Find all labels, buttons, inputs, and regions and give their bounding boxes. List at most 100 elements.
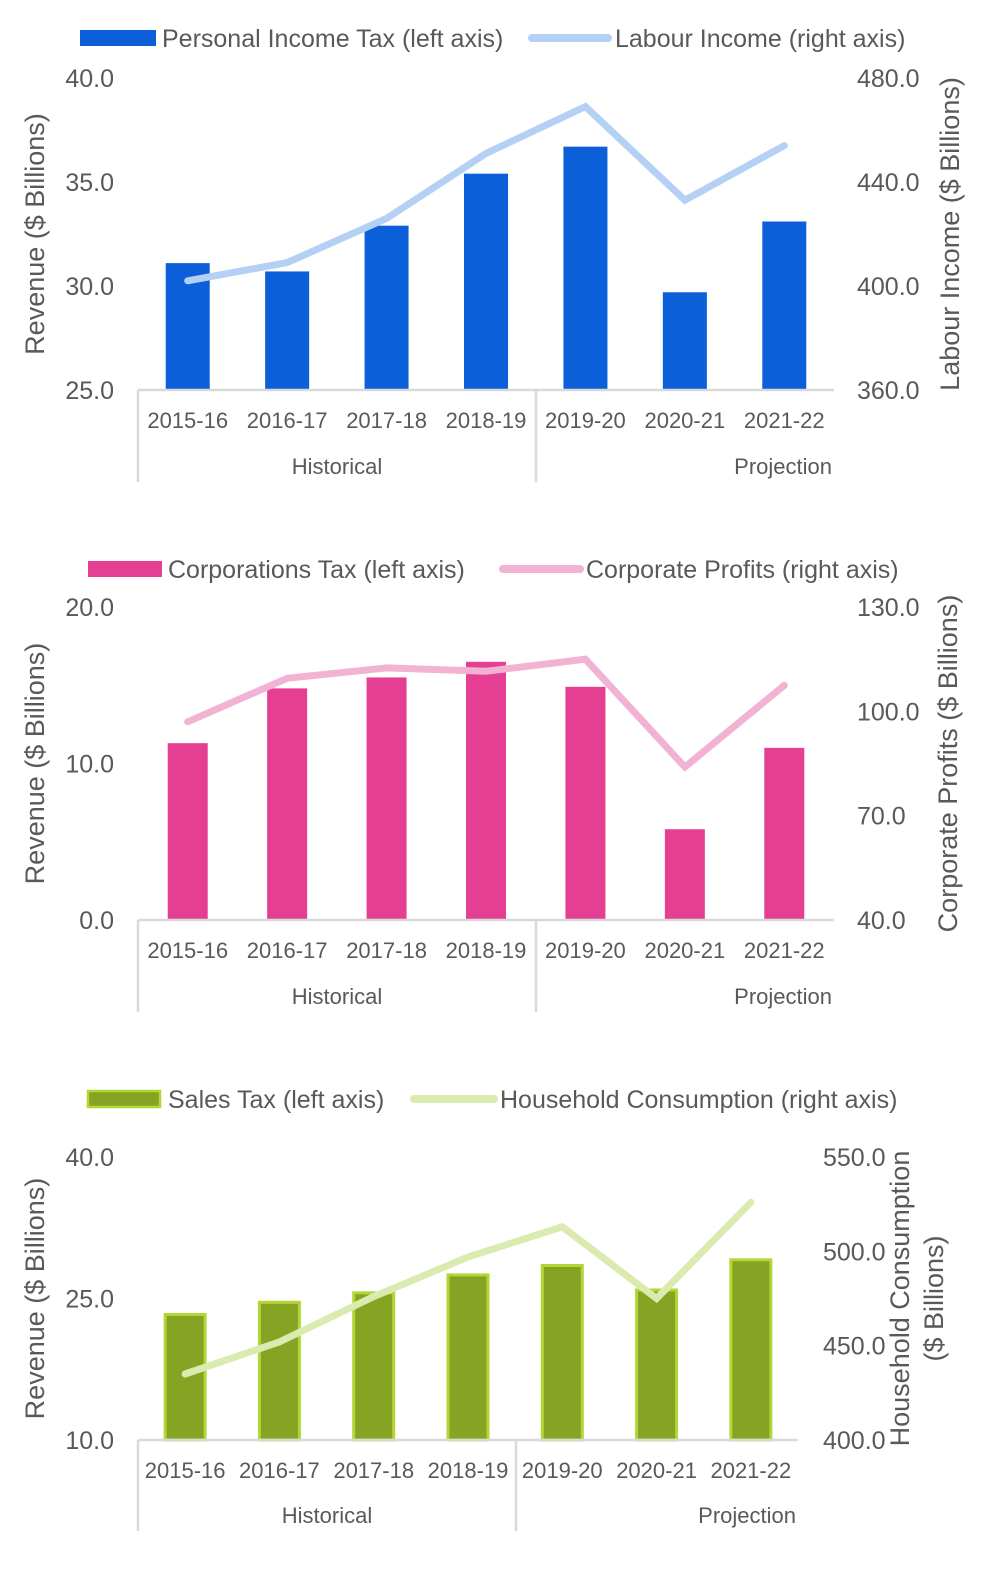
legend-label-bar: Sales Tax (left axis) [168, 1086, 384, 1114]
x-tick-label: 2018-19 [446, 408, 527, 433]
x-tick-label: 2021-22 [744, 938, 825, 963]
right-axis: 400.0 450.0 500.0 550.0 [823, 1144, 886, 1455]
x-tick-label: 2020-21 [616, 1458, 697, 1483]
x-tick-label: 2020-21 [644, 938, 725, 963]
bar-series [163, 1258, 773, 1442]
left-axis-title: Revenue ($ Billions) [20, 113, 50, 355]
x-tick-label: 2016-17 [247, 408, 328, 433]
x-tick-label: 2016-17 [247, 938, 328, 963]
bar [764, 747, 805, 920]
bar [364, 225, 409, 390]
bar [662, 292, 707, 390]
group-label-historical: Historical [292, 984, 382, 1009]
x-tick-label: 2018-19 [446, 938, 527, 963]
bar [729, 1258, 773, 1442]
right-tick-label: 550.0 [823, 1144, 886, 1172]
line-series [184, 102, 788, 285]
left-tick-label: 30.0 [65, 273, 114, 301]
right-tick-label: 40.0 [857, 907, 906, 935]
x-axis: 2015-16 2016-17 2017-18 2018-19 2019-20 2020-… [145, 1458, 791, 1483]
right-axis-title: Household Consumption ($ Billions) [885, 1151, 949, 1447]
x-tick-label: 2021-22 [710, 1458, 791, 1483]
right-tick-label: 130.0 [857, 594, 920, 622]
right-tick-label: 360.0 [857, 377, 920, 405]
right-axis-title: Corporate Profits ($ Billions) [933, 595, 963, 933]
bar [265, 271, 310, 390]
bar [446, 1273, 490, 1442]
left-tick-label: 25.0 [65, 1286, 114, 1314]
legend: Personal Income Tax (left axis) Labour In… [80, 25, 905, 53]
x-axis: 2015-16 2016-17 2017-18 2018-19 2019-20 2020-… [147, 408, 824, 433]
right-axis-title-line: ($ Billions) [919, 1235, 949, 1361]
x-tick-label: 2017-18 [333, 1458, 414, 1483]
x-tick-label: 2015-16 [147, 408, 228, 433]
legend-swatch-bar [88, 561, 162, 577]
right-tick-label: 440.0 [857, 169, 920, 197]
bar [257, 1300, 301, 1442]
legend-label-line: Household Consumption (right axis) [500, 1086, 897, 1114]
left-axis-title: Revenue ($ Billions) [20, 1178, 50, 1420]
right-axis-title-line: Household Consumption [885, 1151, 915, 1447]
right-axis: 360.0 400.0 440.0 480.0 [857, 65, 920, 405]
bar [565, 686, 606, 920]
group-label-projection: Projection [734, 984, 832, 1009]
right-tick-label: 500.0 [823, 1238, 886, 1266]
x-tick-label: 2019-20 [522, 1458, 603, 1483]
right-tick-label: 480.0 [857, 65, 920, 93]
line-series [184, 655, 788, 772]
left-tick-label: 35.0 [65, 169, 114, 197]
right-tick-label: 400.0 [823, 1427, 886, 1455]
x-tick-label: 2016-17 [239, 1458, 320, 1483]
x-tick-label: 2020-21 [644, 408, 725, 433]
bar [366, 677, 407, 920]
left-tick-label: 40.0 [65, 65, 114, 93]
left-tick-label: 40.0 [65, 1144, 114, 1172]
left-axis: 25.0 30.0 35.0 40.0 [65, 65, 114, 405]
bar [352, 1291, 396, 1442]
right-tick-label: 70.0 [857, 803, 906, 831]
left-tick-label: 25.0 [65, 377, 114, 405]
bar [664, 829, 705, 920]
x-tick-label: 2021-22 [744, 408, 825, 433]
x-tick-label: 2019-20 [545, 408, 626, 433]
left-tick-label: 20.0 [65, 594, 114, 622]
x-tick-label: 2017-18 [346, 938, 427, 963]
legend: Corporations Tax (left axis) Corporate Pr… [88, 556, 899, 584]
legend-swatch-bar [86, 1089, 162, 1109]
legend-swatch-bar [80, 30, 156, 46]
bar [464, 173, 508, 390]
bar [167, 743, 208, 920]
group-label-historical: Historical [282, 1503, 372, 1528]
chart-panel-3: Sales Tax (left axis) Household Consumpti… [20, 1086, 949, 1531]
bar [762, 221, 807, 390]
legend-label-bar: Corporations Tax (left axis) [168, 556, 465, 584]
bar-series [167, 661, 805, 920]
legend-label-line: Labour Income (right axis) [615, 25, 905, 53]
legend-label-line: Corporate Profits (right axis) [586, 556, 899, 584]
x-tick-label: 2015-16 [145, 1458, 226, 1483]
chart-panel-2: Corporations Tax (left axis) Corporate Pr… [20, 556, 963, 1012]
line-series [181, 1198, 755, 1378]
x-axis: 2015-16 2016-17 2017-18 2018-19 2019-20 2020-… [147, 938, 824, 963]
bar-series [165, 146, 807, 390]
right-tick-label: 400.0 [857, 273, 920, 301]
bar [635, 1288, 679, 1442]
left-axis: 0.0 10.0 20.0 [65, 594, 114, 935]
legend: Sales Tax (left axis) Household Consumpti… [86, 1086, 897, 1114]
left-tick-label: 10.0 [65, 1427, 114, 1455]
bar [540, 1263, 584, 1442]
chart-panel-1: Personal Income Tax (left axis) Labour In… [20, 25, 965, 482]
left-axis: 10.0 25.0 40.0 [65, 1144, 114, 1455]
x-tick-label: 2018-19 [428, 1458, 509, 1483]
left-tick-label: 10.0 [65, 751, 114, 779]
group-label-projection: Projection [698, 1503, 796, 1528]
bar [563, 146, 608, 390]
x-tick-label: 2019-20 [545, 938, 626, 963]
x-tick-label: 2017-18 [346, 408, 427, 433]
group-label-projection: Projection [734, 454, 832, 479]
right-axis: 40.0 70.0 100.0 130.0 [857, 594, 920, 935]
bar [267, 688, 308, 920]
right-axis-title: Labour Income ($ Billions) [935, 77, 965, 391]
